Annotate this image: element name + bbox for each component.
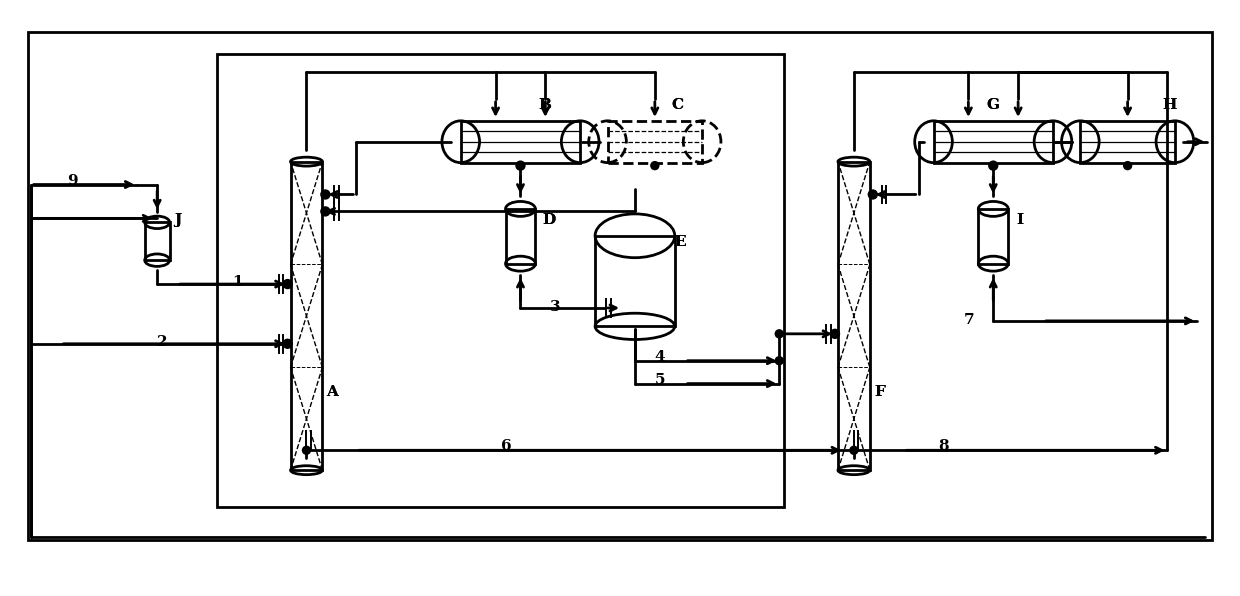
Text: B: B <box>538 98 552 112</box>
Bar <box>934 121 1053 163</box>
Text: 2: 2 <box>157 335 167 349</box>
Bar <box>1080 121 1176 163</box>
Text: F: F <box>874 384 884 399</box>
Text: C: C <box>672 98 684 112</box>
Text: 6: 6 <box>501 439 511 454</box>
Bar <box>506 209 536 263</box>
Text: 5: 5 <box>655 372 666 387</box>
Text: B: B <box>538 98 552 112</box>
Bar <box>290 162 322 470</box>
Text: C: C <box>672 98 684 112</box>
Circle shape <box>868 190 877 199</box>
Text: G: G <box>986 98 999 112</box>
Bar <box>608 121 702 163</box>
Circle shape <box>303 446 310 454</box>
Text: I: I <box>1016 213 1023 227</box>
Bar <box>217 54 784 507</box>
Text: 1: 1 <box>232 275 243 289</box>
Circle shape <box>775 357 784 365</box>
Circle shape <box>849 446 858 454</box>
Circle shape <box>651 162 658 170</box>
Bar <box>145 222 170 260</box>
Bar <box>838 162 869 470</box>
Text: D: D <box>542 213 556 227</box>
Text: E: E <box>675 235 687 249</box>
Text: E: E <box>675 235 687 249</box>
Text: F: F <box>874 384 884 399</box>
Text: 3: 3 <box>551 300 560 314</box>
Text: H: H <box>1162 98 1177 112</box>
Text: H: H <box>1162 98 1177 112</box>
Circle shape <box>283 339 293 348</box>
Circle shape <box>516 161 525 170</box>
Text: A: A <box>326 384 339 399</box>
Text: J: J <box>174 213 181 227</box>
Circle shape <box>321 190 330 199</box>
Bar <box>27 32 1213 540</box>
Bar <box>461 121 580 163</box>
Bar <box>978 209 1008 263</box>
Circle shape <box>283 280 293 288</box>
Circle shape <box>775 330 784 338</box>
Text: 9: 9 <box>68 173 78 188</box>
Circle shape <box>1123 162 1132 170</box>
Circle shape <box>321 207 330 216</box>
Text: A: A <box>326 384 339 399</box>
Text: 4: 4 <box>655 350 666 364</box>
Text: G: G <box>986 98 999 112</box>
Circle shape <box>988 161 998 170</box>
Text: 8: 8 <box>939 439 949 454</box>
Text: I: I <box>1016 213 1023 227</box>
Text: J: J <box>174 213 181 227</box>
Text: D: D <box>542 213 556 227</box>
Text: 7: 7 <box>963 313 973 327</box>
Bar <box>595 236 675 327</box>
Circle shape <box>831 330 839 339</box>
